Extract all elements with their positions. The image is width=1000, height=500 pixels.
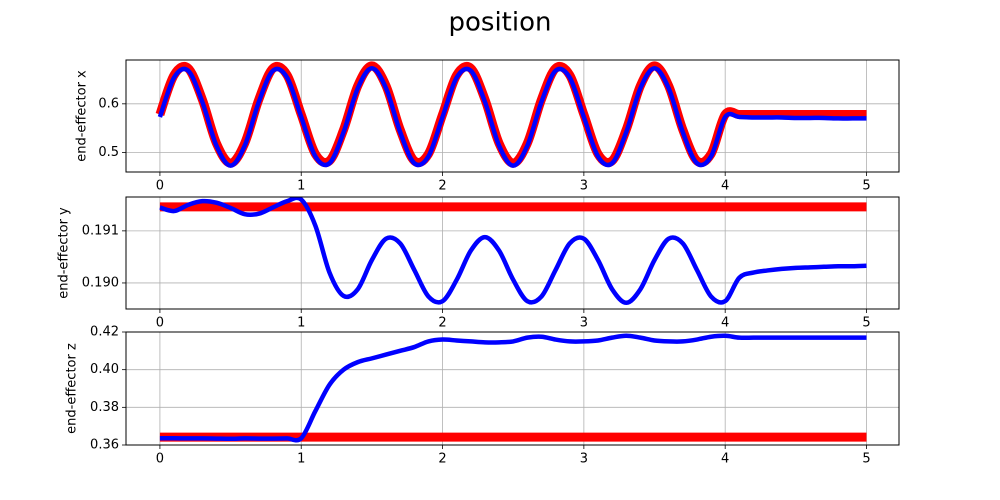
subplot: 0 1 2 3 4 5 0.190 0.191 end-effector y <box>57 196 900 331</box>
data-line <box>157 66 867 168</box>
y-axis-label: end-effector x <box>75 70 90 162</box>
x-tick-label: 1 <box>297 452 305 467</box>
y-tick-label: 0.42 <box>90 325 119 340</box>
x-tick-label: 0 <box>156 179 164 194</box>
x-tick-label: 0 <box>156 452 164 467</box>
x-tick-label: 2 <box>438 179 446 194</box>
y-tick-label: 0.5 <box>98 145 119 160</box>
x-tick-label: 3 <box>580 179 588 194</box>
x-tick-label: 5 <box>862 316 870 331</box>
data-line <box>159 197 867 305</box>
x-tick-label: 4 <box>721 316 729 331</box>
y-axis-label: end-effector z <box>65 343 80 434</box>
y-tick-label: 0.36 <box>90 438 119 453</box>
x-tick-label: 1 <box>297 179 305 194</box>
y-tick-label: 0.40 <box>90 362 119 377</box>
axes-frame <box>125 331 900 446</box>
y-tick-label: 0.190 <box>82 275 119 290</box>
x-tick-label: 3 <box>580 316 588 331</box>
x-tick-label: 2 <box>438 452 446 467</box>
data-line <box>159 333 867 443</box>
subplot: 0 1 2 3 4 5 0.5 0.6 end-effector x <box>75 59 900 194</box>
x-tick-label: 5 <box>862 179 870 194</box>
y-axis-label: end-effector y <box>57 207 72 299</box>
subplot: 0 1 2 3 4 5 0.36 0.38 0.40 0.42 end-effector z <box>65 325 900 467</box>
y-tick-label: 0.6 <box>98 96 119 111</box>
x-tick-label: 4 <box>721 452 729 467</box>
data-line <box>155 61 867 168</box>
x-tick-label: 2 <box>438 316 446 331</box>
x-tick-label: 0 <box>156 316 164 331</box>
y-tick-label: 0.38 <box>90 400 119 415</box>
x-tick-label: 5 <box>862 452 870 467</box>
figure-title: position <box>449 8 552 38</box>
x-tick-label: 4 <box>721 179 729 194</box>
y-tick-label: 0.191 <box>82 223 119 238</box>
x-tick-label: 3 <box>580 452 588 467</box>
axes-frame <box>125 196 900 310</box>
x-tick-label: 1 <box>297 316 305 331</box>
axes-frame <box>125 59 900 173</box>
